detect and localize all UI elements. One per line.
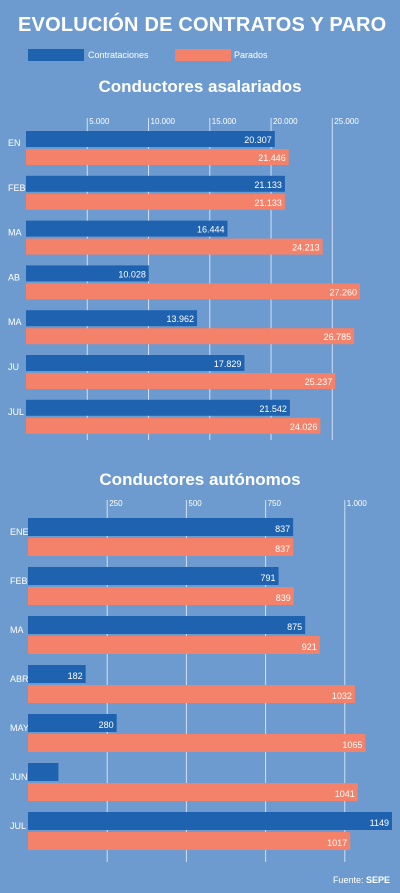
bar-contrataciones bbox=[26, 355, 245, 371]
data-label: 21.542 bbox=[259, 404, 287, 414]
data-label: 1149 bbox=[370, 818, 389, 828]
source-prefix: Fuente: bbox=[332, 875, 364, 885]
legend-label-parados: Parados bbox=[234, 50, 268, 60]
tick-label: 5.000 bbox=[89, 117, 110, 126]
bar-parados bbox=[26, 238, 323, 255]
tick-label: 20.000 bbox=[273, 117, 298, 126]
category-label: ENE bbox=[10, 527, 29, 537]
category-label: MAY bbox=[10, 723, 29, 733]
bar-parados bbox=[28, 832, 351, 850]
bar-parados bbox=[26, 328, 355, 345]
bar-contrataciones bbox=[28, 616, 306, 634]
data-label: 20.307 bbox=[244, 135, 272, 145]
bar-contrataciones bbox=[28, 714, 117, 732]
tick-label: 500 bbox=[188, 499, 202, 508]
data-label: 21.133 bbox=[254, 180, 282, 190]
data-label: 791 bbox=[261, 573, 276, 583]
category-label: ABR bbox=[10, 674, 29, 684]
data-label: 837 bbox=[275, 524, 290, 534]
tick-label: 1.000 bbox=[347, 499, 368, 508]
bar-contrataciones bbox=[28, 665, 86, 683]
tick-label: 10.000 bbox=[151, 117, 176, 126]
data-label: 13.962 bbox=[167, 314, 195, 324]
data-label: 1041 bbox=[335, 789, 355, 799]
chart-title-asalariados: Conductores asalariados bbox=[98, 77, 302, 96]
data-label: 1065 bbox=[342, 740, 362, 750]
bar-parados bbox=[28, 587, 294, 605]
bar-contrataciones bbox=[28, 812, 392, 830]
bar-parados bbox=[26, 149, 289, 165]
data-label: 24.026 bbox=[290, 422, 318, 432]
data-label: 17.829 bbox=[214, 359, 242, 369]
bar-contrataciones bbox=[26, 220, 228, 237]
bar-contrataciones bbox=[26, 131, 275, 147]
data-label: 280 bbox=[99, 720, 114, 730]
category-label: FEB bbox=[10, 576, 28, 586]
bar-parados bbox=[28, 734, 366, 752]
category-label: MA bbox=[8, 228, 22, 238]
tick-label: 25.000 bbox=[334, 117, 359, 126]
bar-parados bbox=[26, 373, 336, 389]
data-label: 839 bbox=[276, 593, 291, 603]
data-label: 26.785 bbox=[324, 332, 352, 342]
bar-contrataciones bbox=[28, 518, 294, 536]
bar-parados bbox=[28, 783, 358, 801]
page-title: EVOLUCIÓN DE CONTRATOS Y PARO bbox=[18, 14, 387, 36]
category-label: JUL bbox=[10, 821, 26, 831]
category-label: JUN bbox=[10, 772, 28, 782]
category-label: MA bbox=[10, 625, 24, 635]
data-label: 24.213 bbox=[292, 243, 320, 253]
category-label: AB bbox=[8, 272, 20, 282]
bar-contrataciones bbox=[28, 567, 279, 585]
data-label: 25.237 bbox=[305, 377, 333, 387]
data-label: 182 bbox=[68, 671, 83, 681]
bar-parados bbox=[28, 538, 294, 556]
data-label: 21.446 bbox=[258, 153, 286, 163]
bar-parados bbox=[26, 417, 321, 434]
data-label: 16.444 bbox=[197, 225, 225, 235]
data-label: 21.133 bbox=[254, 198, 282, 208]
data-label: 10.028 bbox=[118, 269, 146, 279]
data-label: 1032 bbox=[332, 691, 352, 701]
legend-label-contrataciones: Contrataciones bbox=[88, 50, 149, 60]
bar-contrataciones bbox=[28, 763, 59, 781]
category-label: JU bbox=[8, 362, 19, 372]
bar-contrataciones bbox=[26, 265, 149, 282]
legend-swatch-parados bbox=[175, 49, 231, 61]
bar-parados bbox=[26, 283, 360, 300]
tick-label: 15.000 bbox=[212, 117, 237, 126]
legend-swatch-contrataciones bbox=[28, 49, 84, 61]
category-label: JUL bbox=[8, 407, 24, 417]
source-name: SEPE bbox=[365, 875, 390, 885]
tick-label: 750 bbox=[268, 499, 282, 508]
category-label: EN bbox=[8, 138, 21, 148]
bar-parados bbox=[28, 636, 320, 654]
data-label: 875 bbox=[287, 622, 302, 632]
data-label: 921 bbox=[302, 642, 317, 652]
source-note: Fuente: SEPE bbox=[333, 875, 390, 885]
category-label: FEB bbox=[8, 183, 26, 193]
bar-contrataciones bbox=[26, 175, 285, 192]
bar-contrataciones bbox=[26, 310, 198, 327]
data-label: 1017 bbox=[327, 838, 347, 848]
tick-label: 250 bbox=[109, 499, 123, 508]
data-label: 837 bbox=[275, 544, 290, 554]
bar-parados bbox=[26, 193, 285, 210]
data-label: 27.260 bbox=[329, 287, 357, 297]
bar-parados bbox=[28, 685, 355, 703]
category-label: MA bbox=[8, 317, 22, 327]
bar-contrataciones bbox=[26, 399, 290, 416]
chart-title-autonomos: Conductores autónomos bbox=[99, 470, 301, 489]
